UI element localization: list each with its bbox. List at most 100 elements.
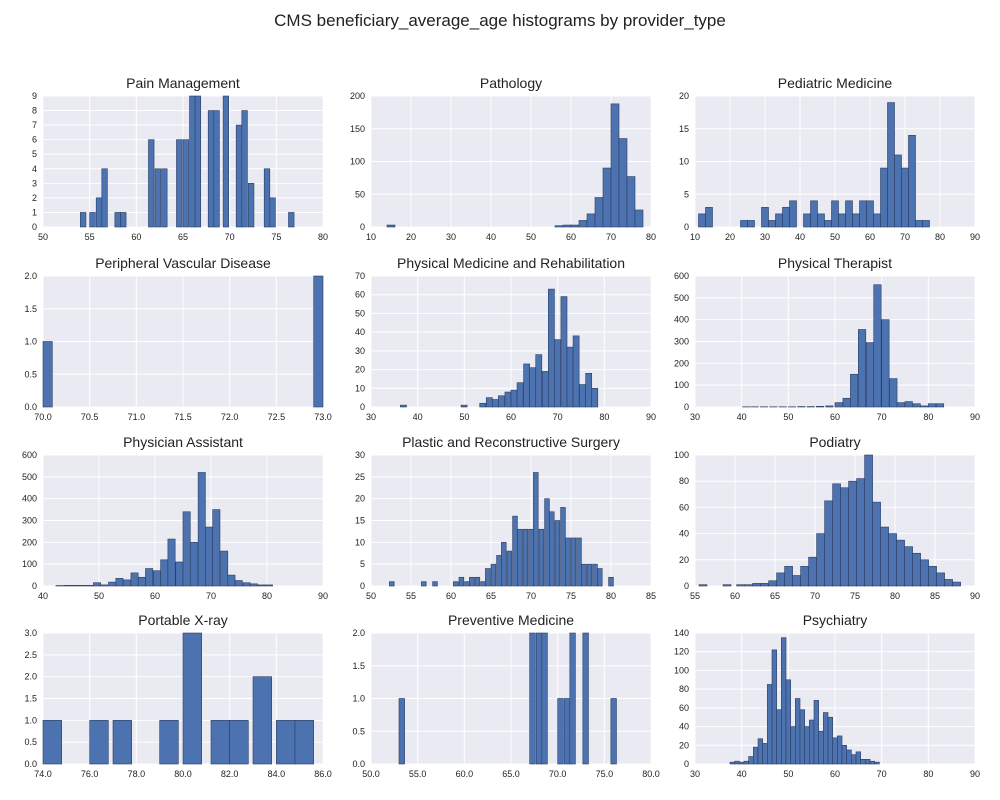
hist-bar	[175, 561, 184, 587]
hist-bar	[80, 212, 87, 228]
x-tick-label: 85	[646, 591, 656, 601]
x-tick-label: 72.5	[268, 412, 286, 422]
hist-bar	[740, 220, 748, 228]
hist-bar	[753, 746, 759, 765]
hist-bar	[249, 583, 258, 587]
hist-bar	[533, 472, 539, 587]
hist-bar	[880, 526, 889, 587]
y-tick-label: 20	[355, 494, 365, 504]
y-tick-label: 500	[674, 293, 689, 303]
hist-bar	[834, 402, 843, 408]
hist-bar	[77, 585, 86, 587]
x-tick-label: 20	[406, 232, 416, 242]
x-tick-label: 50	[459, 412, 469, 422]
hist-bar	[276, 720, 296, 765]
y-tick-label: 15	[355, 516, 365, 526]
x-tick-label: 50	[783, 412, 793, 422]
y-tick-label: 0	[684, 759, 689, 769]
x-tick-label: 65	[770, 591, 780, 601]
hist-bar	[855, 751, 861, 765]
hist-bar	[538, 528, 545, 587]
y-tick-label: 60	[679, 502, 689, 512]
hist-bar	[816, 406, 825, 408]
y-tick-label: 500	[22, 472, 37, 482]
x-tick-label: 60	[566, 232, 576, 242]
hist-bar	[578, 220, 588, 228]
hist-bar	[817, 213, 825, 228]
x-tick-label: 70	[877, 412, 887, 422]
panel-6: Physician Assistant 40 50 60 70 80 90 0 100 200 30…	[22, 434, 328, 601]
hist-bar	[386, 224, 396, 228]
y-tick-label: 0.0	[352, 759, 365, 769]
hist-bar	[570, 224, 580, 228]
y-tick-label: 1.0	[352, 694, 365, 704]
hist-bar	[800, 566, 809, 587]
y-tick-label: 0.5	[352, 726, 365, 736]
hist-bar	[771, 649, 777, 765]
hist-bar	[846, 749, 852, 765]
y-tick-label: 60	[679, 703, 689, 713]
x-tick-label: 55	[85, 232, 95, 242]
x-tick-label: 70	[877, 769, 887, 779]
y-tick-label: 5	[684, 189, 689, 199]
hist-bar	[837, 735, 843, 765]
hist-bar	[189, 95, 196, 228]
hist-bar	[516, 382, 524, 408]
hist-bar	[928, 566, 937, 587]
hist-bar	[182, 511, 191, 587]
x-tick-label: 50	[783, 769, 793, 779]
hist-bar	[782, 207, 790, 228]
x-tick-label: 72.0	[221, 412, 239, 422]
hist-bar	[161, 168, 168, 228]
hist-bar	[241, 110, 248, 228]
y-tick-label: 0	[360, 581, 365, 591]
hist-bar	[137, 576, 146, 587]
panel-1: Pathology 10 20 30 40 50 60 70 80 0 50 100 150 200	[350, 75, 656, 242]
hist-bar	[734, 760, 740, 765]
y-tick-label: 40	[355, 327, 365, 337]
hist-bar	[501, 542, 507, 587]
hist-bar	[93, 582, 101, 587]
hist-bar	[222, 95, 230, 228]
x-tick-label: 30	[690, 412, 700, 422]
hist-bar	[566, 346, 574, 408]
hist-bar	[265, 584, 273, 587]
x-tick-label: 70	[606, 232, 616, 242]
hist-bar	[389, 581, 395, 587]
x-tick-label: 70	[526, 591, 536, 601]
hist-bar	[744, 584, 753, 587]
hist-bar	[554, 339, 561, 408]
hist-bar	[859, 200, 867, 228]
hist-bar	[860, 759, 866, 765]
x-tick-label: 40	[737, 412, 747, 422]
y-tick-label: 150	[350, 124, 365, 134]
hist-bar	[554, 520, 561, 587]
figure-title: CMS beneficiary_average_age histograms b…	[274, 11, 726, 30]
hist-bar	[207, 110, 215, 228]
y-tick-label: 40	[679, 529, 689, 539]
panel-9: Portable X-ray 74.0 76.0 78.0 80.0 82.0 84.0 86…	[24, 612, 331, 779]
hist-bar	[866, 200, 874, 228]
panel-8: Podiatry 55 60 65 70 75 80 85 90 0 20 40 60 80 100	[674, 434, 980, 601]
x-tick-label: 55	[406, 591, 416, 601]
hist-bar	[544, 498, 550, 587]
y-tick-label: 1.5	[24, 304, 37, 314]
hist-bar	[101, 168, 108, 228]
x-tick-label: 40	[38, 591, 48, 601]
y-tick-label: 8	[32, 106, 37, 116]
x-tick-label: 82.0	[221, 769, 239, 779]
y-tick-label: 5	[32, 149, 37, 159]
hist-bar	[120, 212, 127, 228]
hist-bar	[838, 213, 846, 228]
x-tick-label: 30	[366, 412, 376, 422]
hist-bar	[541, 371, 549, 408]
hist-bar	[182, 632, 202, 765]
y-tick-label: 20	[679, 555, 689, 565]
hist-bar	[512, 515, 518, 587]
hist-bar	[562, 224, 572, 228]
x-tick-label: 30	[690, 769, 700, 779]
hist-bar	[775, 213, 783, 228]
y-tick-label: 7	[32, 120, 37, 130]
hist-bar	[845, 200, 853, 228]
hist-bar	[790, 726, 796, 765]
